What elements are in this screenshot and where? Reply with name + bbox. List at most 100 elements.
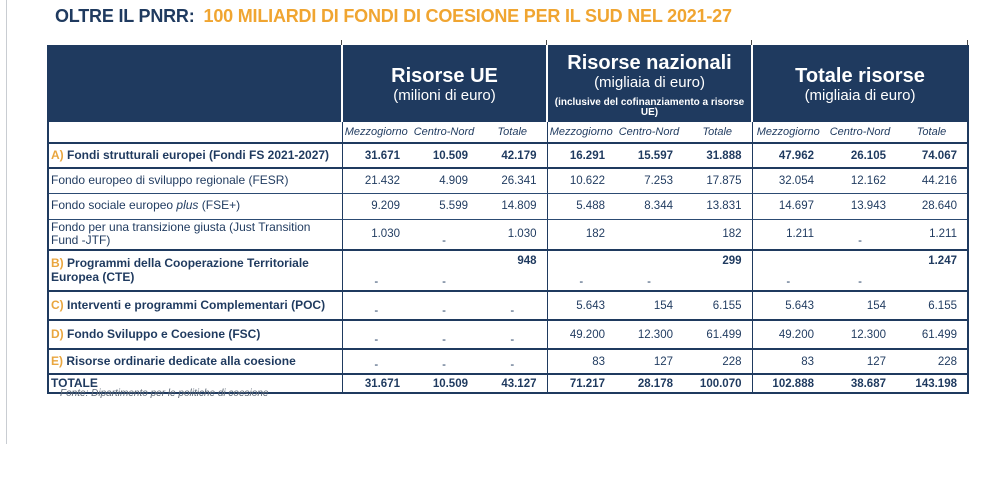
cohesion-funds-table: Risorse UE (milioni di euro) Risorse naz… (47, 40, 969, 395)
cell: 31.888 (683, 143, 752, 169)
cell: 83 (546, 349, 615, 376)
cell: 127 (824, 349, 896, 376)
row-label: A) Fondi strutturali europei (Fondi FS 2… (48, 143, 342, 169)
cell: 5.599 (410, 193, 478, 220)
column-tick (546, 40, 547, 45)
cell: 44.216 (896, 168, 968, 194)
cell: 1.211 (896, 219, 968, 252)
cell: 9.209 (341, 193, 410, 220)
cell: 31.671 (341, 143, 410, 169)
left-edge-line (6, 0, 7, 444)
cell: 5.488 (546, 193, 615, 220)
row-label-text: Interventi e programmi Complementari (PO… (67, 297, 326, 312)
cell: 61.499 (683, 320, 752, 351)
cell: - (478, 320, 547, 351)
row-label: D) Fondo Sviluppo e Coesione (FSC) (48, 320, 342, 351)
cell: - (546, 250, 615, 293)
cell: - (615, 250, 683, 293)
cell: 12.162 (824, 168, 896, 194)
cell: 143.198 (915, 377, 957, 390)
row-label-text: (FSE+) (198, 198, 241, 213)
row-label: Fondo per una transizione giusta (Just T… (48, 219, 342, 252)
row-label: Fondo europeo di sviluppo regionale (FES… (48, 168, 342, 194)
group-subtitle: (milioni di euro) (393, 86, 496, 104)
cell: 228 (683, 349, 752, 376)
cell: 5.643 (546, 291, 615, 322)
table-row-fse: Fondo sociale europeo plus (FSE+) 9.209 … (48, 193, 968, 220)
cell: 6.155 (683, 291, 752, 322)
cell: 31.671 (341, 374, 410, 394)
cell: 17.875 (683, 168, 752, 194)
title-prefix: OLTRE IL PNRR: (55, 6, 195, 26)
cell: 182 (683, 219, 752, 252)
cell: 4.909 (410, 168, 478, 194)
cell: 49.200 (751, 320, 824, 351)
subheader-totale: Totale (896, 122, 968, 144)
cell: - (751, 250, 824, 293)
subheader-centro-nord: Centro-Nord (824, 122, 896, 144)
group-header-empty (48, 46, 342, 122)
cell: 74.067 (896, 143, 968, 169)
row-label: B) Programmi della Cooperazione Territor… (48, 250, 342, 293)
cell: - (341, 349, 410, 376)
row-label-text: Programmi della Cooperazione Territorial… (51, 255, 309, 284)
table-row-totale: TOTALE 31.671 10.509 43.127 71.217 28.17… (48, 374, 968, 394)
cell: 7.253 (615, 168, 683, 194)
cell: 26.341 (478, 168, 547, 194)
group-note: (inclusive del cofinanziamento a risorse… (554, 96, 745, 118)
page-title: OLTRE IL PNRR: 100 MILIARDI DI FONDI DI C… (55, 6, 732, 27)
cell: - (410, 219, 478, 252)
row-label-text: Risorse ordinarie dedicate alla coesione (66, 353, 296, 368)
cell: 1.030 (341, 219, 410, 252)
cell: 15.597 (615, 143, 683, 169)
cell: 42.179 (478, 143, 547, 169)
group-title: Risorse nazionali (567, 51, 732, 74)
row-letter: A) (51, 147, 64, 162)
cell: 38.687 (850, 377, 886, 390)
row-label-text: Fondo sociale europeo (51, 198, 177, 213)
subheader-centro-nord: Centro-Nord (615, 122, 683, 144)
subheader-centro-nord: Centro-Nord (410, 122, 478, 144)
cell: 83 (751, 349, 824, 376)
cell: 16.291 (546, 143, 615, 169)
subheader-mezzogiorno: Mezzogiorno (751, 122, 824, 144)
subheader-mezzogiorno: Mezzogiorno (546, 122, 615, 144)
row-letter: D) (51, 326, 64, 341)
cell: 26.105 (824, 143, 896, 169)
group-header-risorse-nazionali: Risorse nazionali (migliaia di euro) (in… (546, 46, 752, 122)
cell: - (410, 291, 478, 322)
cell: 127 (615, 349, 683, 376)
cell: - (824, 250, 896, 293)
cell: - (341, 250, 410, 293)
row-label-text: Fondo Sviluppo e Coesione (FSC) (67, 326, 261, 341)
subheader-mezzogiorno: Mezzogiorno (341, 122, 410, 144)
cell: 28.640 (896, 193, 968, 220)
row-label: C) Interventi e programmi Complementari … (48, 291, 342, 322)
group-subtitle: (migliaia di euro) (594, 73, 705, 91)
table-row-d: D) Fondo Sviluppo e Coesione (FSC) - - -… (48, 320, 968, 351)
cell: 14.697 (751, 193, 824, 220)
group-header-risorse-ue: Risorse UE (milioni di euro) (341, 46, 547, 122)
cell: 21.432 (341, 168, 410, 194)
cell: - (478, 291, 547, 322)
cell: 228 (896, 349, 968, 376)
cell: 100.070 (699, 377, 742, 390)
cell: - (341, 320, 410, 351)
cell: 5.643 (751, 291, 824, 322)
cell: 1.030 (478, 219, 547, 252)
cell: 47.962 (751, 143, 824, 169)
row-label: Fondo sociale europeo plus (FSE+) (48, 193, 342, 220)
title-main: 100 MILIARDI DI FONDI DI COESIONE PER IL… (203, 6, 732, 26)
cell: 102.888 (751, 374, 824, 394)
row-label: TOTALE (51, 375, 98, 390)
group-header-row: Risorse UE (milioni di euro) Risorse naz… (48, 46, 968, 122)
cell: 14.809 (478, 193, 547, 220)
table-row-b: B) Programmi della Cooperazione Territor… (48, 250, 968, 293)
table-row-a: A) Fondi strutturali europei (Fondi FS 2… (48, 143, 968, 169)
table-row-c: C) Interventi e programmi Complementari … (48, 291, 968, 322)
row-letter: E) (51, 353, 63, 368)
cell: 43.127 (501, 377, 537, 390)
cell: 10.622 (546, 168, 615, 194)
column-tick (967, 40, 968, 45)
